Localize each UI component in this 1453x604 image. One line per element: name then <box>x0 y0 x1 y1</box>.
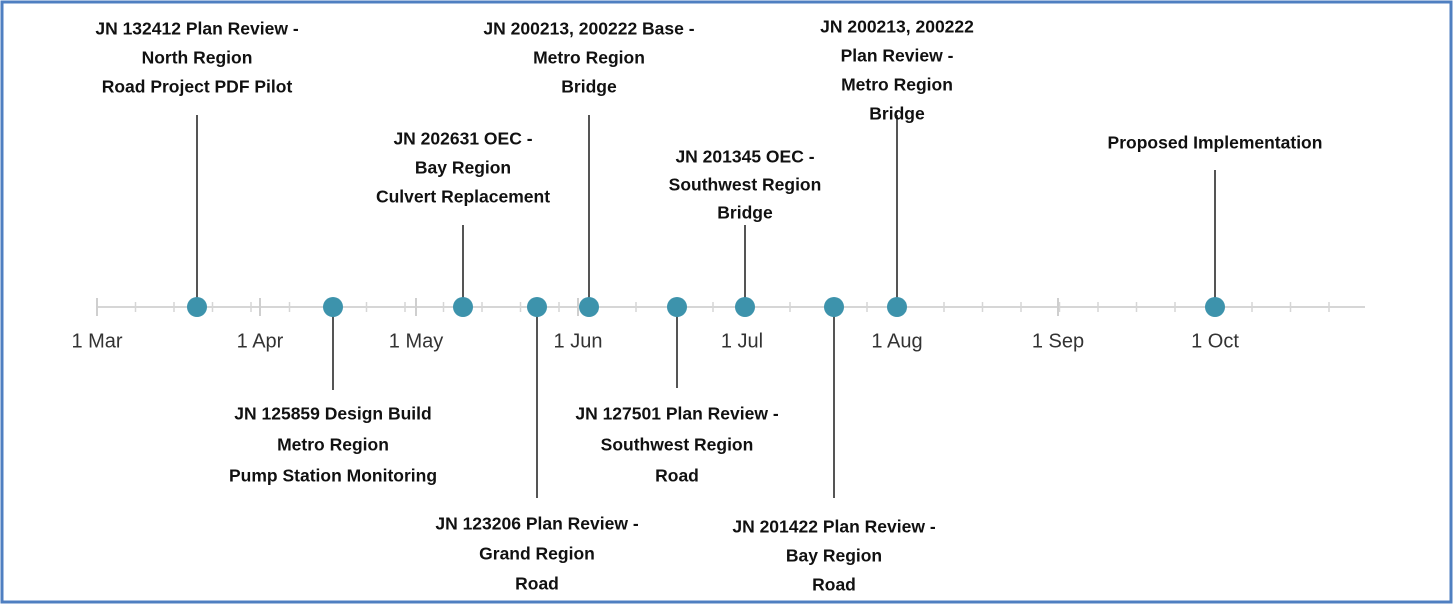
event-label: Southwest Region <box>669 175 822 195</box>
event-label: Pump Station Monitoring <box>229 466 437 486</box>
event-dot <box>187 297 207 317</box>
event-dot <box>667 297 687 317</box>
event-label: Metro Region <box>277 435 389 455</box>
event-label: Metro Region <box>841 75 953 95</box>
axis-label: 1 Jun <box>554 330 603 352</box>
event-dot <box>527 297 547 317</box>
event-label: Road Project PDF Pilot <box>102 77 293 97</box>
event-dot <box>323 297 343 317</box>
event-dot <box>579 297 599 317</box>
event-label: Bay Region <box>415 158 511 178</box>
event-label: Road <box>515 574 559 594</box>
event-label: JN 201345 OEC - <box>675 147 814 167</box>
event-label: Metro Region <box>533 48 645 68</box>
event-dot <box>1205 297 1225 317</box>
event-label: Grand Region <box>479 544 595 564</box>
event-label: JN 201422 Plan Review - <box>732 517 935 537</box>
axis-label: 1 Jul <box>721 330 763 352</box>
event-label: Proposed Implementation <box>1108 133 1323 153</box>
event-label: Road <box>812 575 856 595</box>
event-label: Bay Region <box>786 546 882 566</box>
event-label: Culvert Replacement <box>376 187 550 207</box>
event-label: Plan Review - <box>841 46 954 66</box>
event-label: Bridge <box>869 104 925 124</box>
event-dot <box>735 297 755 317</box>
event-label: JN 200213, 200222 <box>820 17 974 37</box>
event-label: JN 200213, 200222 Base - <box>483 19 694 39</box>
event-label: Bridge <box>717 203 773 223</box>
axis-label: 1 Aug <box>871 330 922 352</box>
event-label: JN 123206 Plan Review - <box>435 514 638 534</box>
axis-label: 1 Sep <box>1032 330 1084 352</box>
axis-label: 1 Oct <box>1191 330 1239 352</box>
axis-label: 1 May <box>389 330 443 352</box>
event-dot <box>453 297 473 317</box>
event-label: Southwest Region <box>601 435 754 455</box>
axis-label: 1 Apr <box>237 330 284 352</box>
event-dot <box>824 297 844 317</box>
axis-label: 1 Mar <box>71 330 122 352</box>
event-label: JN 127501 Plan Review - <box>575 404 778 424</box>
event-label: JN 202631 OEC - <box>393 129 532 149</box>
event-label: JN 132412 Plan Review - <box>95 19 298 39</box>
event-label: Road <box>655 466 699 486</box>
event-label: JN 125859 Design Build <box>234 404 431 424</box>
event-label: Bridge <box>561 77 617 97</box>
event-dot <box>887 297 907 317</box>
event-label: North Region <box>142 48 253 68</box>
